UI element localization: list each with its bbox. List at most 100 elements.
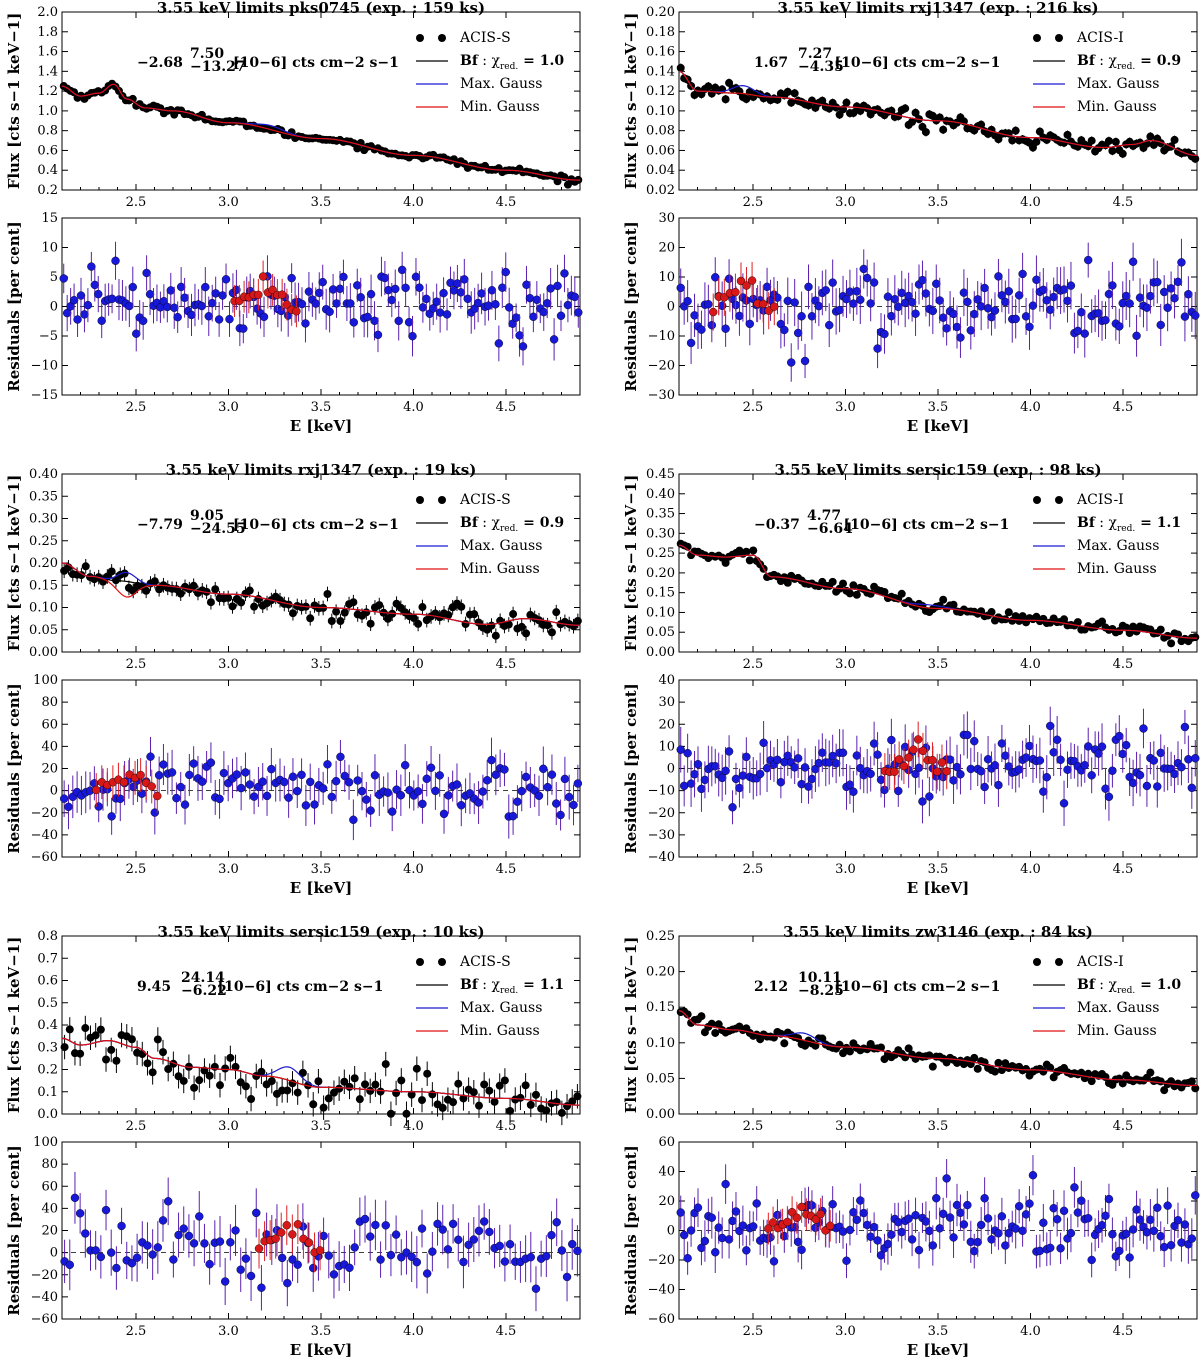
residual-point [469, 1235, 479, 1244]
residual-point [1142, 781, 1152, 791]
flux-annotation: −0.37 [754, 517, 800, 533]
residual-point [311, 299, 321, 308]
red-residual-point [742, 281, 751, 290]
residual-point [976, 1220, 986, 1230]
residual-point [288, 772, 298, 781]
residual-point [143, 1241, 152, 1250]
flux-point [298, 1068, 307, 1077]
residual-point [1032, 275, 1041, 284]
flux-ytick-label: 0.7 [37, 951, 58, 966]
legend-chi2-value: 1.0 [1157, 977, 1182, 993]
residual-point [159, 760, 168, 769]
residual-point [335, 284, 345, 293]
flux-xtick-label: 4.0 [1020, 1119, 1041, 1134]
residual-point [793, 328, 803, 338]
resid-xtick-label: 4.0 [1020, 400, 1041, 415]
residual-point [800, 763, 810, 772]
residual-point [676, 745, 685, 754]
flux-point [81, 1024, 90, 1033]
flux-point [568, 1097, 577, 1106]
red-residual-point [890, 767, 899, 777]
annotation-lower-error: −24.55 [190, 521, 246, 537]
flux-point [1022, 1065, 1031, 1074]
flux-point [438, 1103, 447, 1112]
annotation-units: [10−6] cts cm−2 s−1 [218, 979, 384, 995]
residual-point [145, 290, 155, 299]
legend-max-gauss: Max. Gauss [460, 76, 542, 92]
residual-point [793, 754, 803, 763]
flux-point [973, 1064, 982, 1073]
residual-point [70, 1193, 80, 1203]
residual-point [345, 1263, 354, 1273]
residual-point [1042, 773, 1051, 782]
flux-point [159, 1048, 168, 1057]
legend-marker-dot [1055, 34, 1063, 42]
residual-point [176, 782, 185, 792]
red-residual-point [787, 1208, 797, 1217]
flux-point [176, 589, 185, 598]
resid-ytick-label: −15 [31, 388, 58, 403]
residual-point [707, 1213, 717, 1222]
residual-point [432, 297, 441, 306]
residual-point [749, 1222, 758, 1231]
legend-chi-equals: = [1135, 53, 1156, 69]
residual-point [453, 279, 462, 288]
flux-point [487, 621, 496, 630]
residual-point [565, 792, 574, 802]
red-residual-point [792, 1213, 802, 1222]
residual-point [997, 1212, 1007, 1221]
residual-point [1132, 1205, 1141, 1214]
residual-point [477, 289, 486, 298]
flux-xtick-label: 2.5 [743, 1119, 764, 1134]
flux-point [852, 590, 861, 599]
residual-point [383, 788, 393, 797]
flux-point [552, 608, 561, 617]
legend-min-gauss: Min. Gauss [460, 561, 540, 577]
legend-detector: ACIS-I [1076, 954, 1124, 970]
residual-point [417, 1224, 427, 1233]
residual-point [350, 1243, 359, 1252]
residual-point [557, 1246, 567, 1255]
resid-xtick-label: 2.5 [126, 862, 147, 877]
resid-xtick-label: 3.5 [928, 400, 949, 415]
residual-point [107, 1248, 116, 1257]
residual-point [783, 751, 792, 760]
flux-point [65, 1025, 74, 1034]
residual-point [938, 1209, 948, 1219]
legend-marker-dot [416, 34, 424, 42]
resid-ytick-label: 10 [658, 739, 675, 754]
flux-annotation: 9.45 [137, 979, 171, 995]
flux-point [904, 1044, 913, 1053]
legend-chi2-value: 0.9 [1157, 53, 1181, 69]
residual-point [921, 1217, 931, 1226]
legend-detector: ACIS-S [459, 30, 511, 46]
annotation-upper-error: 10.11 [798, 970, 842, 986]
flux-xtick-label: 2.5 [126, 1119, 147, 1134]
resid-ytick-label: 0 [50, 1246, 58, 1261]
flux-point [366, 619, 375, 628]
legend-max-gauss: Max. Gauss [1077, 76, 1159, 92]
red-residual-point [768, 1218, 778, 1227]
resid-ytick-label: 30 [658, 211, 675, 226]
min-gauss-line [61, 1037, 581, 1106]
residual-point [239, 324, 248, 333]
legend-chi-equals: = [1135, 977, 1156, 993]
residual-point [231, 1226, 240, 1235]
residual-point [494, 339, 504, 348]
legend-bf-label: Bf [1077, 515, 1096, 531]
residual-point [83, 300, 93, 310]
flux-xtick-label: 3.0 [218, 1119, 239, 1134]
resid-xtick-label: 2.5 [743, 862, 764, 877]
flux-point [697, 1012, 706, 1021]
residual-point [288, 1255, 297, 1264]
flux-point [987, 608, 996, 617]
residual-point [501, 267, 510, 277]
min-gauss-line [678, 1010, 1198, 1087]
flux-point [376, 1087, 385, 1096]
legend-chi-subscript: red. [500, 62, 518, 72]
resid-xtick-label: 3.5 [311, 1324, 332, 1339]
residual-point [1173, 1216, 1183, 1225]
red-residual-point [304, 1238, 314, 1247]
flux-point [557, 1108, 566, 1117]
residual-point [1094, 309, 1103, 318]
